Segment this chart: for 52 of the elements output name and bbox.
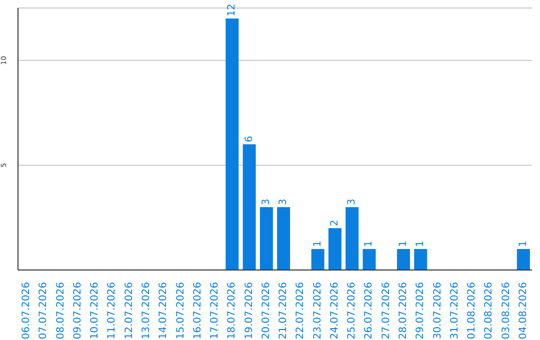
data-label: 1 — [364, 240, 375, 248]
x-tick-label: 16.07.2026 — [192, 282, 204, 340]
data-label: 6 — [244, 136, 255, 142]
data-label: 2 — [329, 220, 340, 226]
bar — [516, 249, 530, 270]
x-tick-label: 17.07.2026 — [210, 282, 221, 340]
data-label: 12 — [226, 4, 238, 16]
x-tick-label: 21.07.2026 — [278, 282, 290, 340]
x-tick-label: 31.07.2026 — [449, 282, 460, 340]
data-label: 1 — [312, 240, 324, 248]
x-tick-label: 09.07.2026 — [72, 282, 84, 340]
x-tick-label: 06.07.2026 — [21, 282, 32, 340]
x-tick-label: 07.07.2026 — [38, 282, 50, 340]
bar — [260, 207, 273, 270]
x-tick-label: 27.07.2026 — [380, 282, 392, 340]
data-label: 3 — [260, 198, 272, 206]
x-tick-label: 30.07.2026 — [432, 282, 444, 340]
x-tick-label: 10.07.2026 — [90, 282, 101, 340]
x-tick-label: 15.07.2026 — [175, 282, 186, 340]
x-tick-label: 24.07.2026 — [329, 282, 340, 340]
x-tick-label: 22.07.2026 — [295, 282, 306, 340]
x-tick-label: 23.07.2026 — [312, 282, 324, 340]
x-tick-label: 03.08.2026 — [500, 282, 512, 340]
x-tick-label: 02.08.2026 — [484, 282, 495, 340]
bar — [328, 228, 342, 270]
x-tick-label: 28.07.2026 — [398, 282, 409, 340]
bar — [311, 249, 324, 270]
data-label: 1 — [518, 240, 529, 248]
x-tick-label: 14.07.2026 — [158, 282, 170, 340]
x-tick-label: 18.07.2026 — [226, 282, 238, 340]
bar — [242, 144, 256, 270]
x-tick-label: 01.08.2026 — [466, 282, 478, 340]
bar — [277, 207, 290, 270]
x-tick-label: 19.07.2026 — [244, 282, 255, 340]
bar — [226, 18, 239, 270]
x-tick-label: 11.07.2026 — [106, 282, 118, 340]
x-tick-label: 25.07.2026 — [346, 282, 358, 340]
x-tick-label: 20.07.2026 — [260, 282, 272, 340]
x-tick-label: 26.07.2026 — [364, 282, 375, 340]
x-tick-label: 13.07.2026 — [141, 282, 152, 340]
bar — [396, 249, 410, 270]
x-tick-label: 29.07.2026 — [415, 282, 426, 340]
data-label: 1 — [398, 240, 409, 248]
x-tick-label: 12.07.2026 — [124, 282, 135, 340]
data-label: 3 — [346, 198, 358, 206]
x-tick-label: 08.07.2026 — [55, 282, 66, 340]
bar — [362, 249, 376, 270]
data-label: 1 — [415, 240, 426, 248]
x-tick-label: 04.08.2026 — [518, 282, 529, 340]
data-label: 3 — [278, 198, 290, 206]
bar — [414, 249, 428, 270]
bar — [346, 207, 359, 270]
